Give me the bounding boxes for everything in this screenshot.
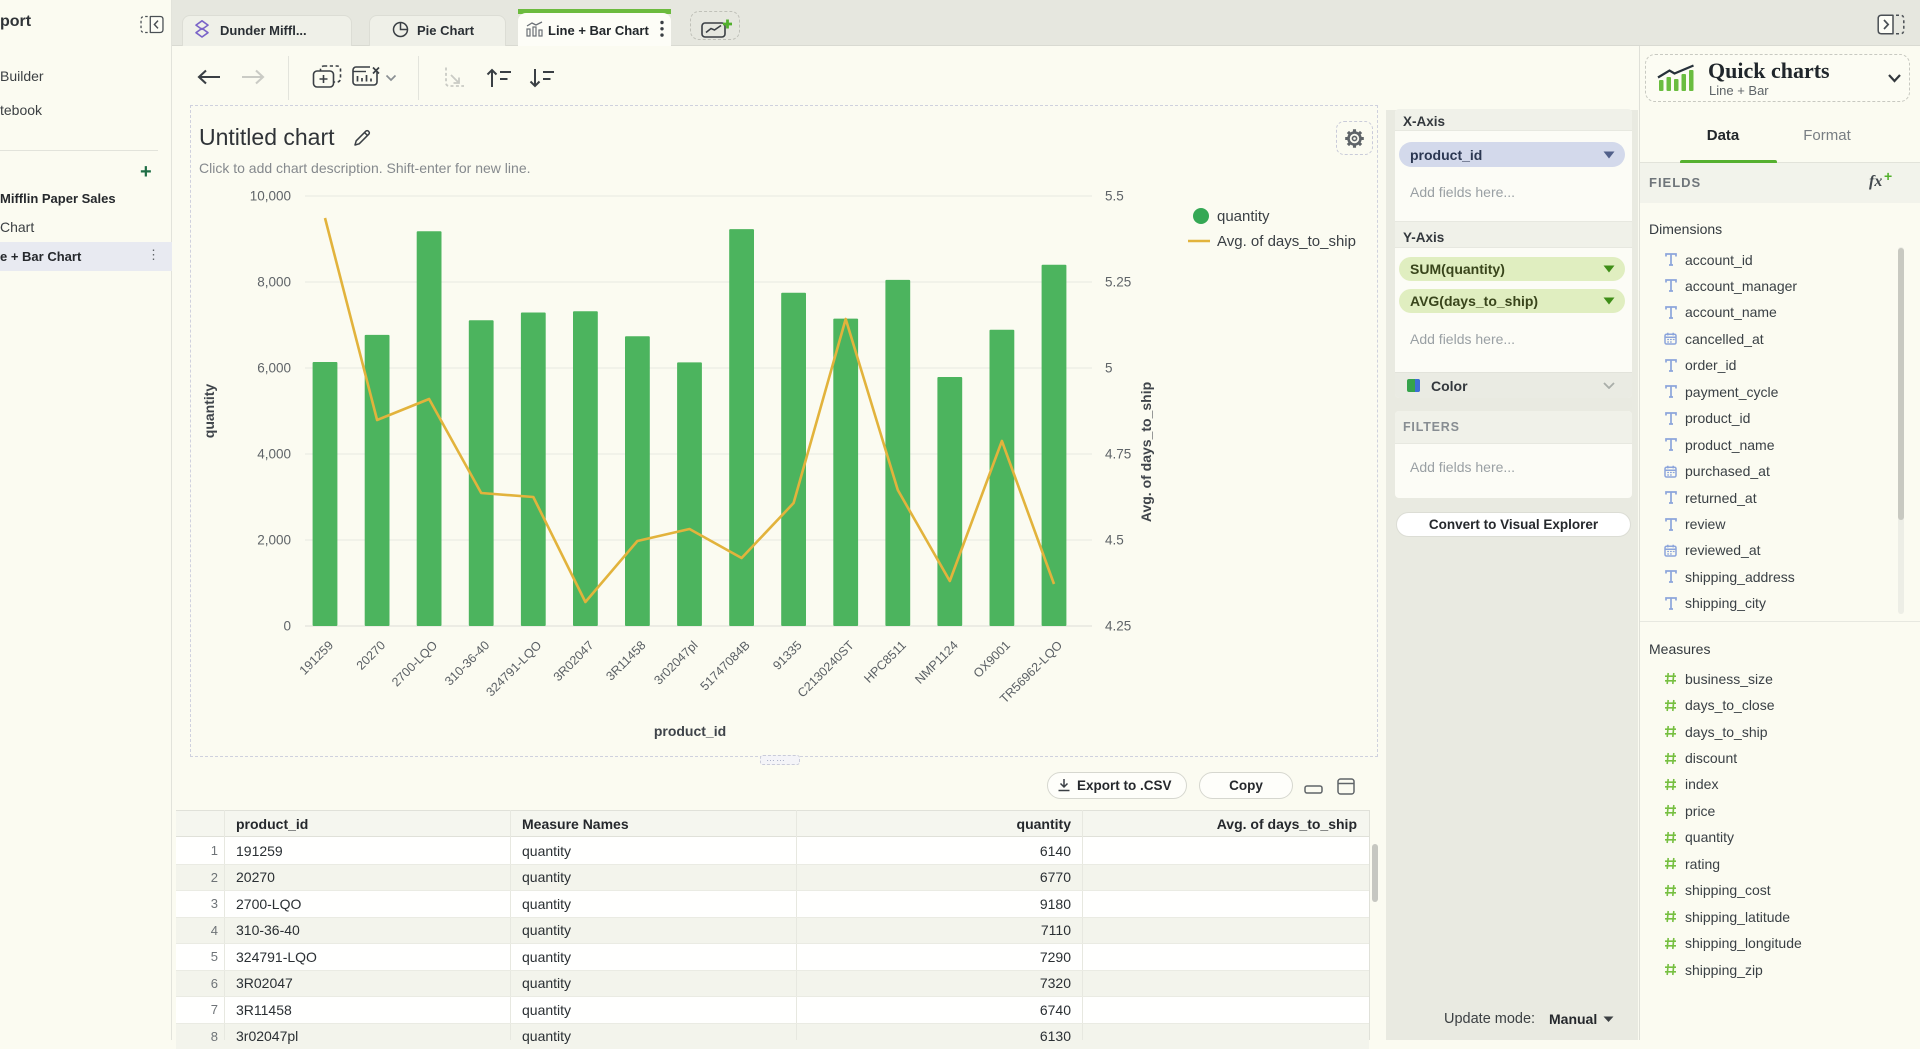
svg-text:NMP1124: NMP1124 [912, 638, 961, 687]
svg-text:324791-LQO: 324791-LQO [483, 638, 544, 699]
svg-text:2,000: 2,000 [257, 533, 291, 548]
svg-text:4.25: 4.25 [1105, 619, 1131, 634]
svg-text:6,000: 6,000 [257, 361, 291, 376]
svg-text:191259: 191259 [297, 638, 336, 677]
svg-text:10,000: 10,000 [250, 189, 291, 204]
svg-text:0: 0 [283, 619, 291, 634]
svg-text:20270: 20270 [354, 638, 389, 673]
svg-text:HPC8511: HPC8511 [861, 638, 909, 686]
svg-text:4.5: 4.5 [1105, 533, 1124, 548]
svg-text:51747084B: 51747084B [698, 638, 753, 693]
svg-text:5: 5 [1105, 361, 1113, 376]
svg-text:quantity: quantity [1217, 208, 1270, 225]
svg-text:3R02047: 3R02047 [551, 638, 597, 684]
svg-text:4.75: 4.75 [1105, 447, 1131, 462]
svg-text:quantity: quantity [201, 384, 217, 439]
svg-text:2700-LQO: 2700-LQO [389, 638, 440, 689]
svg-text:5.25: 5.25 [1105, 275, 1131, 290]
svg-text:Avg. of days_to_ship: Avg. of days_to_ship [1138, 382, 1154, 522]
svg-text:8,000: 8,000 [257, 275, 291, 290]
svg-text:product_id: product_id [654, 723, 726, 739]
svg-text:3R11458: 3R11458 [603, 638, 648, 683]
svg-text:5.5: 5.5 [1105, 189, 1124, 204]
svg-text:91335: 91335 [770, 638, 805, 673]
svg-text:C2130240ST: C2130240ST [795, 638, 857, 700]
svg-text:OX9001: OX9001 [971, 638, 1013, 680]
svg-text:3r02047pl: 3r02047pl [651, 638, 700, 687]
svg-text:Avg. of days_to_ship: Avg. of days_to_ship [1217, 233, 1356, 250]
svg-text:4,000: 4,000 [257, 447, 291, 462]
svg-text:310-36-40: 310-36-40 [442, 638, 492, 688]
